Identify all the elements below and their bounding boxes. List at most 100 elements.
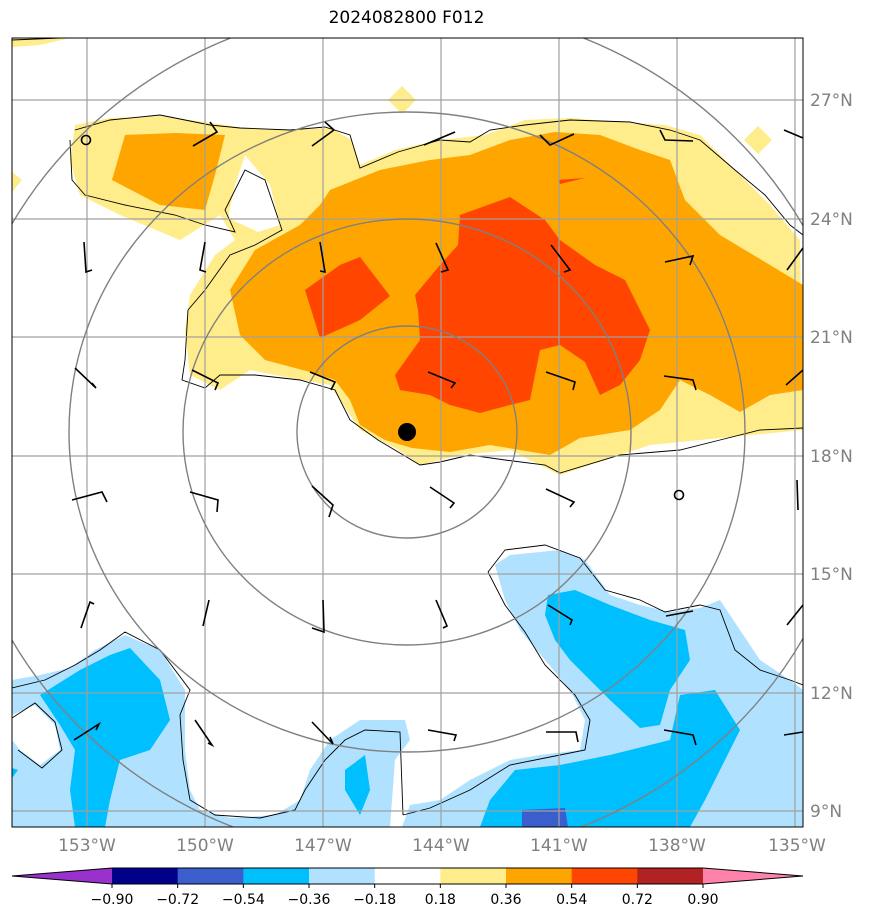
calm-wind-circle (673, 489, 685, 501)
wind-barb (192, 121, 219, 147)
wind-barb (785, 369, 803, 386)
wind-barb (786, 604, 803, 626)
positive-strong-contour-2 (395, 197, 650, 413)
negative-mid-contour-2 (480, 690, 740, 827)
wind-barb (191, 369, 220, 391)
colorbar-segment (506, 868, 573, 884)
lon-label: 153°W (58, 836, 116, 856)
wind-barb (199, 241, 207, 273)
map-title: 2024082800 F012 (328, 8, 485, 28)
wind-barb (796, 479, 799, 511)
wind-barb (423, 131, 456, 146)
wind-barb (435, 242, 450, 273)
colorbar-tick-label: −0.72 (156, 892, 199, 908)
lat-label: 9°N (810, 802, 842, 822)
wind-barb (659, 129, 694, 142)
wind-barbs (71, 121, 803, 748)
colorbar-segment (440, 868, 507, 884)
colorbar-segment (309, 868, 376, 884)
colorbar-tick-label: −0.36 (288, 892, 331, 908)
positive-strong-contour-1 (305, 257, 390, 338)
colorbar-segment (637, 868, 704, 884)
colorbar-segment (571, 868, 638, 884)
zero-contour-sw (12, 631, 404, 819)
negative-strong-contour (522, 808, 568, 827)
wind-barb (786, 247, 803, 271)
colorbar-tick-label: 0.90 (687, 892, 718, 908)
wind-barb (663, 729, 697, 746)
colorbar-segment (243, 868, 310, 884)
colorbar-extend-low (12, 868, 112, 884)
wind-barb (545, 371, 576, 391)
calm-wind-circle (80, 134, 92, 146)
zero-contours (12, 38, 803, 819)
wind-barb (663, 375, 697, 391)
range-ring-2 (182, 218, 632, 646)
positive-weak-left (12, 172, 22, 192)
lon-label: 147°W (294, 836, 352, 856)
wind-barb (71, 491, 108, 503)
wind-barb (73, 721, 102, 741)
colorbar-tick-label: 0.72 (622, 892, 653, 908)
lat-label: 27°N (810, 91, 853, 111)
wind-barb (311, 121, 336, 147)
white-hole (228, 155, 280, 232)
colorbar-segment (374, 868, 441, 884)
white-hole-sw (12, 705, 60, 765)
wind-barb (80, 600, 95, 629)
wind-barb (783, 731, 803, 736)
wind-barb (189, 491, 219, 513)
wind-barb (547, 604, 573, 626)
wind-barb (783, 129, 803, 139)
lon-label: 150°W (176, 836, 234, 856)
colorbar-segment (112, 868, 179, 884)
longitude-labels: 153°W 150°W 147°W 144°W 141°W 138°W 135°… (58, 836, 826, 856)
lon-label: 141°W (530, 836, 588, 856)
positive-weak-top (12, 38, 70, 47)
wind-barb (427, 729, 458, 742)
colorbar-tick-label: 0.36 (490, 892, 521, 908)
colorbar-tick-label: −0.90 (91, 892, 134, 908)
map-plot-area (12, 38, 803, 827)
wind-barb (194, 719, 215, 748)
positive-strong-sliver (558, 178, 585, 184)
wind-barb (311, 485, 334, 518)
wind-barb (427, 371, 457, 389)
wind-barb (665, 610, 694, 617)
storm-center-marker (398, 423, 416, 441)
range-rings (12, 38, 803, 827)
wind-barb (74, 367, 97, 389)
negative-mid-contour-5 (12, 768, 18, 778)
zero-contour-sw-hole (12, 702, 63, 769)
colorbar: −0.90 −0.72 −0.54 −0.36 −0.18 0.18 0.36 0.54 0.7… (11, 867, 804, 908)
lat-label: 15°N (810, 565, 853, 585)
latitude-labels: 27°N 24°N 21°N 18°N 15°N 12°N 9°N (810, 91, 853, 822)
colorbar-segment (177, 868, 244, 884)
colorbar-tick-label: 0.18 (425, 892, 456, 908)
wind-barb (311, 721, 334, 745)
lat-label: 21°N (810, 328, 853, 348)
wind-barb (319, 241, 326, 274)
colorbar-tick-label: 0.54 (556, 892, 587, 908)
range-ring-1 (296, 325, 518, 539)
wind-barb (546, 731, 579, 743)
wind-barb (311, 599, 325, 634)
colorbar-tick-label: −0.18 (353, 892, 396, 908)
wind-barb (429, 486, 456, 509)
wind-barb (202, 599, 210, 627)
colorbar-extend-high (703, 868, 803, 884)
wind-barb (435, 599, 449, 629)
plot-frame (11, 37, 804, 828)
colorbar-tick-label: −0.54 (222, 892, 265, 908)
zero-contour-se-inner (402, 571, 591, 816)
negative-mid-contour-4 (345, 755, 370, 815)
wind-barb (545, 488, 576, 508)
lat-label: 12°N (810, 684, 853, 704)
wind-barb (83, 241, 93, 274)
wind-barb (309, 371, 337, 391)
zero-contour-north (74, 114, 803, 236)
wind-barb (539, 133, 575, 146)
wind-barb (664, 254, 695, 266)
range-ring-3 (68, 111, 746, 753)
